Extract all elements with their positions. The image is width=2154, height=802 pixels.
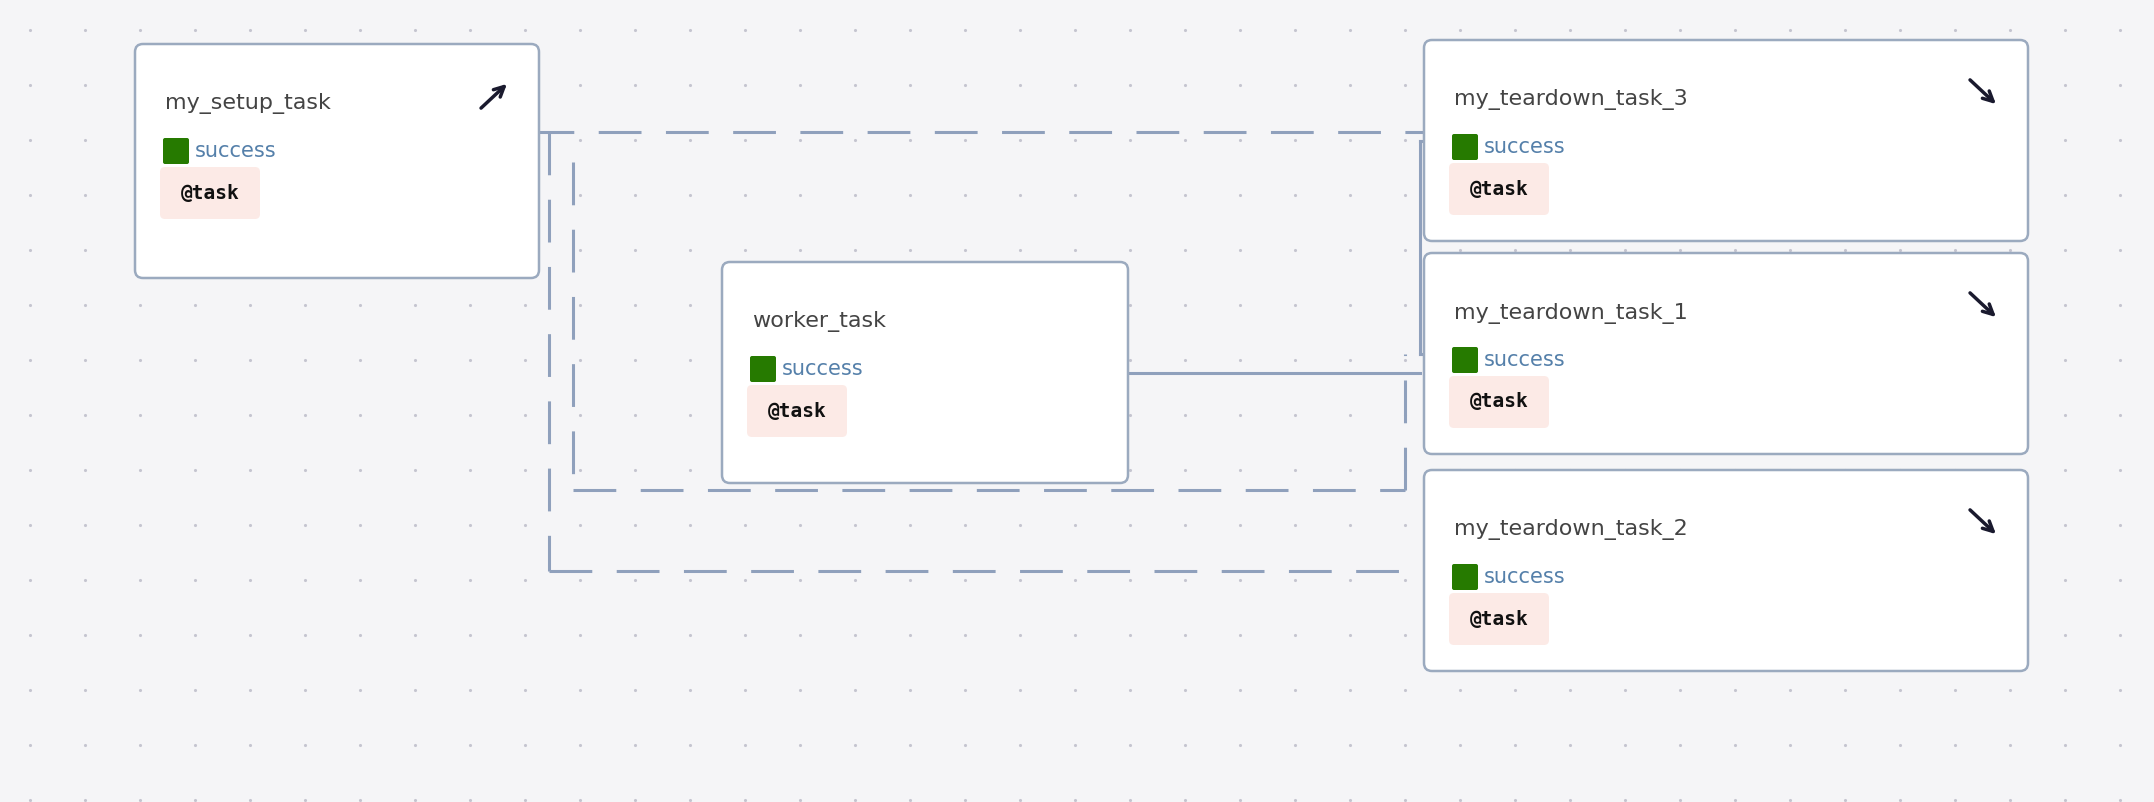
Text: success: success [782, 359, 864, 379]
Text: @task: @task [1469, 610, 1529, 629]
FancyBboxPatch shape [1424, 40, 2029, 241]
Text: my_teardown_task_1: my_teardown_task_1 [1454, 302, 1689, 323]
Text: success: success [1484, 350, 1566, 370]
FancyBboxPatch shape [1452, 347, 1478, 373]
Text: success: success [196, 141, 276, 161]
Text: @task: @task [767, 402, 827, 420]
FancyBboxPatch shape [1450, 593, 1549, 645]
FancyBboxPatch shape [722, 262, 1129, 483]
FancyBboxPatch shape [750, 356, 775, 382]
FancyBboxPatch shape [1450, 163, 1549, 215]
Text: @task: @task [181, 184, 239, 202]
Text: @task: @task [1469, 392, 1529, 411]
Text: my_teardown_task_2: my_teardown_task_2 [1454, 520, 1689, 541]
FancyBboxPatch shape [164, 138, 190, 164]
FancyBboxPatch shape [159, 167, 261, 219]
Text: success: success [1484, 137, 1566, 157]
FancyBboxPatch shape [1452, 134, 1478, 160]
FancyBboxPatch shape [1452, 564, 1478, 590]
FancyBboxPatch shape [136, 44, 538, 278]
FancyBboxPatch shape [747, 385, 847, 437]
Text: success: success [1484, 567, 1566, 587]
Text: my_setup_task: my_setup_task [166, 94, 332, 115]
Text: my_teardown_task_3: my_teardown_task_3 [1454, 90, 1689, 111]
Text: worker_task: worker_task [752, 311, 885, 333]
FancyBboxPatch shape [1424, 470, 2029, 671]
FancyBboxPatch shape [1450, 376, 1549, 428]
Text: @task: @task [1469, 180, 1529, 199]
FancyBboxPatch shape [1424, 253, 2029, 454]
